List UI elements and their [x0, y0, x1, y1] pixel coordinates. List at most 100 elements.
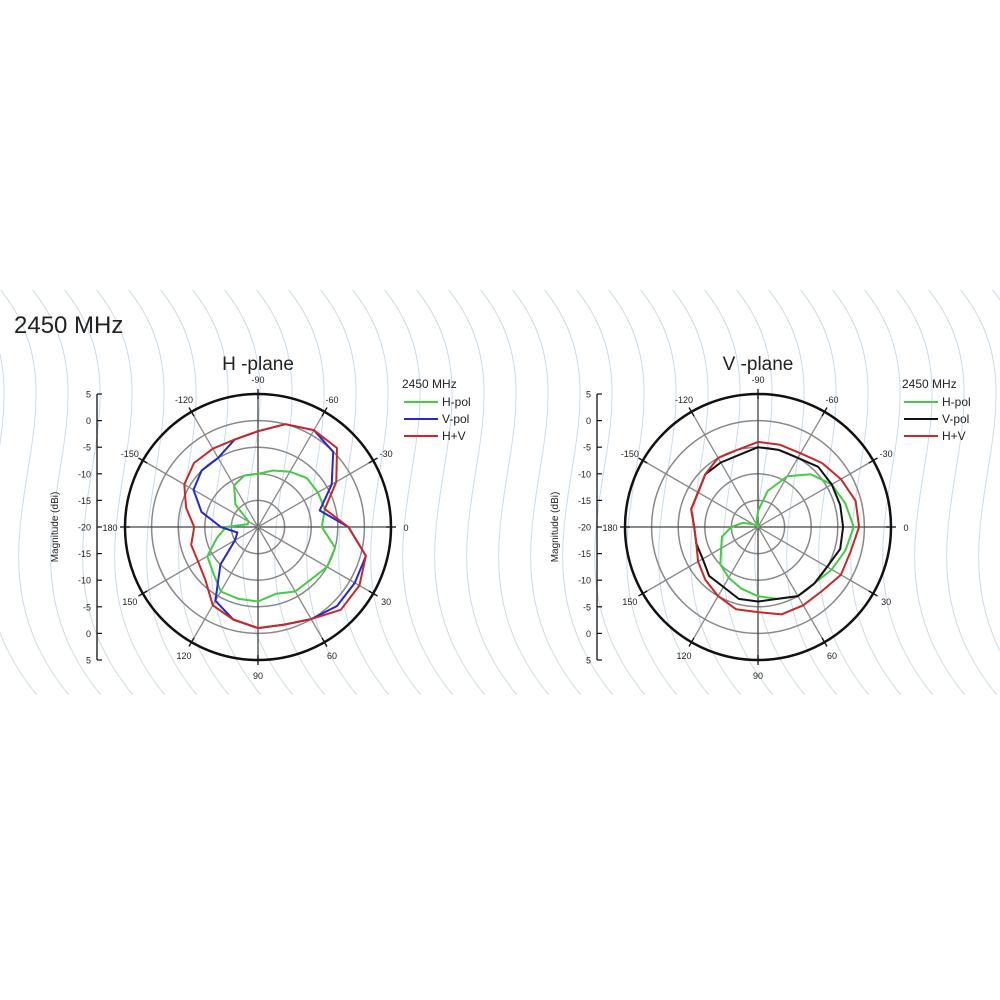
- background-contour-line: [0, 352, 38, 695]
- radial-tick-label: -15: [578, 496, 591, 506]
- radial-tick-label: -20: [78, 523, 91, 533]
- angle-label: -90: [751, 375, 764, 385]
- grid-spoke: [642, 526, 759, 595]
- y-axis-label: Magnitude (dBi): [50, 492, 61, 563]
- angle-label: -60: [825, 395, 838, 405]
- grid-spoke: [757, 411, 826, 528]
- angle-tick: [188, 407, 195, 417]
- grid-spoke: [190, 411, 259, 528]
- grid-spoke: [757, 526, 826, 643]
- angle-label: 180: [602, 523, 617, 533]
- chart-band: 2450 MHz H -plane 0 30 60 90 120 150 180 -150 -12…: [0, 290, 1000, 695]
- background-contour-line: [319, 290, 390, 695]
- background-contour-line: [575, 290, 646, 695]
- radial-tick-label: -10: [578, 576, 591, 586]
- angle-label: 90: [753, 671, 763, 681]
- radial-tick-label: -15: [78, 496, 91, 506]
- legend-title: 2450 MHz: [902, 377, 957, 391]
- angle-label: -150: [121, 449, 139, 459]
- angle-tick: [821, 407, 828, 417]
- background-contour-line: [607, 290, 678, 695]
- grid-spoke: [757, 459, 874, 528]
- background-contour-line: [31, 290, 102, 695]
- angle-label: 120: [676, 651, 691, 661]
- angle-label: -30: [380, 449, 393, 459]
- grid-spoke: [257, 526, 326, 643]
- grid-spoke: [257, 526, 374, 595]
- radial-tick-label: -5: [583, 443, 591, 453]
- background-contour-line: [63, 290, 134, 695]
- angle-label: -30: [880, 449, 893, 459]
- legend-entry: H-pol: [942, 395, 971, 409]
- angle-label: 150: [622, 597, 637, 607]
- radial-tick-label: 0: [586, 629, 591, 639]
- series-h-v-curve: [183, 423, 367, 630]
- background-contour-line: [831, 290, 902, 695]
- angle-tick: [321, 407, 328, 417]
- background-contour-line: [127, 290, 198, 695]
- background-contour-line: [959, 290, 1000, 652]
- angle-tick: [368, 457, 378, 464]
- background-contour-line: [191, 290, 262, 695]
- h-plane-chart: H -plane 0 30 60 90 120 150 180 -150 -120 -90 -60 -3…: [0, 290, 500, 695]
- grid-spoke: [142, 526, 259, 595]
- legend-title: 2450 MHz: [402, 377, 457, 391]
- background-contour-line: [255, 290, 326, 695]
- background-contour-line: [415, 290, 486, 695]
- grid-spoke: [190, 526, 259, 643]
- angle-label: 0: [903, 523, 908, 533]
- grid-spoke: [142, 459, 259, 528]
- radial-tick-label: -5: [83, 443, 91, 453]
- background-contour-line: [95, 290, 166, 695]
- angle-label: -120: [675, 395, 693, 405]
- background-contour-line: [703, 290, 774, 695]
- radial-tick-label: -15: [78, 549, 91, 559]
- grid-spoke: [690, 411, 759, 528]
- angle-label: 60: [827, 651, 837, 661]
- radial-tick-label: -10: [78, 576, 91, 586]
- grid-spoke: [690, 526, 759, 643]
- background-contour-line: [0, 290, 70, 695]
- h-plane-svg: H -plane0306090120150180-150-120-90-60-3…: [50, 354, 471, 681]
- radial-tick-label: 5: [86, 390, 91, 400]
- angle-label: 30: [881, 597, 891, 607]
- radial-tick-label: -10: [578, 469, 591, 479]
- radial-tick-label: 5: [86, 656, 91, 666]
- series-h-v-curve: [690, 440, 861, 616]
- angle-tick: [868, 457, 878, 464]
- angle-tick: [321, 637, 328, 647]
- radial-tick-label: 0: [86, 416, 91, 426]
- angle-tick: [638, 457, 648, 464]
- background-contour-line: [735, 290, 806, 695]
- background-contour-line: [639, 290, 710, 695]
- background-contour-line: [383, 290, 454, 695]
- radial-tick-label: -10: [78, 469, 91, 479]
- background-contour-line: [511, 290, 582, 695]
- chart-title: V -plane: [723, 354, 794, 375]
- background-contour-line: [479, 290, 550, 695]
- radial-tick-label: -5: [583, 602, 591, 612]
- angle-label: 120: [176, 651, 191, 661]
- angle-tick: [638, 590, 648, 597]
- angle-label: 180: [102, 523, 117, 533]
- background-contour-line: [447, 290, 518, 695]
- angle-tick: [688, 637, 695, 647]
- angle-label: 60: [327, 651, 337, 661]
- angle-label: 0: [403, 523, 408, 533]
- angle-tick: [688, 407, 695, 417]
- background-contour-line: [671, 290, 742, 695]
- grid-spoke: [757, 526, 874, 595]
- legend-entry: H+V: [442, 429, 466, 443]
- background-contours: [0, 290, 1000, 695]
- angle-label: -90: [251, 375, 264, 385]
- legend-entry: V-pol: [942, 412, 969, 426]
- v-plane-svg: V -plane 0 30 60 90 120 150 180 -15 0 -120 -90 -60 -3…: [550, 354, 971, 681]
- y-axis-label: Magnitude (dBi): [550, 492, 561, 563]
- angle-label: 150: [122, 597, 137, 607]
- series-h-pol-curve: [206, 469, 337, 603]
- angle-label: -60: [325, 395, 338, 405]
- radial-tick-label: 0: [586, 416, 591, 426]
- v-plane-chart: V -plane 0 30 60 90 120 150 180 -15 0 -120 -90 -60 -3…: [500, 290, 1000, 695]
- frequency-heading: 2450 MHz: [14, 312, 124, 339]
- background-contour-line: [927, 290, 998, 695]
